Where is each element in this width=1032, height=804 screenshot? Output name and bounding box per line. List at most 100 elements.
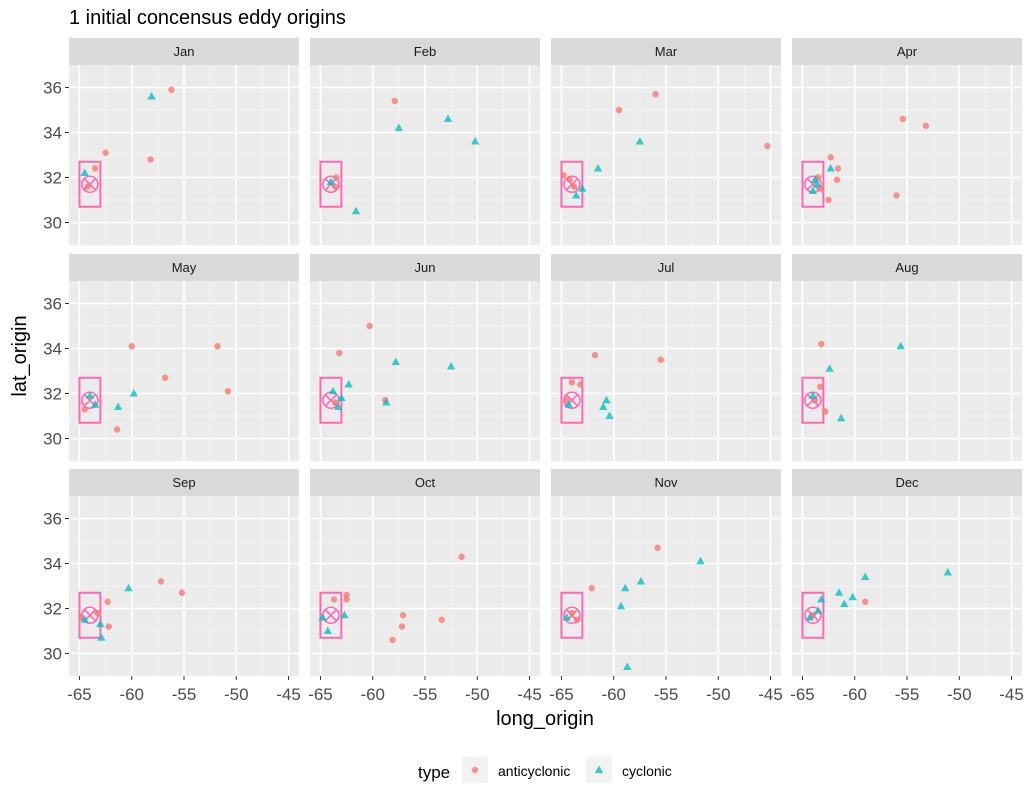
facet-panel-jun: Jun [310,254,540,461]
cyclonic-point [825,364,834,372]
cyclonic-point [840,599,849,607]
facet-panel-dec: Dec -65 -60 -55 -50 -45 [790,469,1024,704]
facet-strip [69,469,299,496]
anticyclonic-point [568,609,576,617]
anticyclonic-point [566,176,574,183]
facet-panel-jul: Jul [551,254,781,461]
cyclonic-point [834,588,844,596]
legend-label: cyclonic [622,763,672,779]
cyclonic-point [113,402,123,410]
anticyclonic-point [560,172,567,179]
y-tick-label: 30 [43,430,62,449]
anticyclonic-point [825,196,832,204]
x-tick-label: -60 [601,685,626,704]
y-tick-label: 32 [43,385,62,404]
x-axis-title: long_origin [496,708,594,730]
cyclonic-point [147,92,156,100]
cyclonic-point [605,411,614,419]
facet-strip-label: May [172,260,197,275]
facet-strip-label: Oct [415,475,436,490]
reference-center-circle [322,175,340,194]
cyclonic-point [696,556,705,565]
anticyclonic-point [331,399,339,406]
reference-center-circle [563,606,581,625]
anticyclonic-point [102,149,109,156]
x-tick-label: -45 [517,685,542,704]
cyclonic-point [848,592,857,601]
anticyclonic-point [399,612,407,619]
cyclonic-point [323,626,332,634]
anticyclonic-point [105,623,112,630]
facet-strip [69,254,299,281]
y-tick-label: 32 [43,600,62,619]
x-tick-label: -55 [413,685,438,704]
cyclonic-point [836,413,846,422]
cyclonic-point [85,391,95,399]
cyclonic-point [340,610,349,619]
anticyclonic-point [398,623,406,630]
x-tick-label: -65 [549,685,574,704]
facet-panel-sep: Sep -65 -60 -55 -50 -45 30 32 34 36 [43,469,301,704]
anticyclonic-point [817,383,824,390]
legend-entry-anticyclonic: anticyclonic [462,757,570,783]
anticyclonic-point [893,192,900,199]
cyclonic-point [817,595,826,603]
anticyclonic-point [654,544,661,551]
anticyclonic-point [91,165,99,172]
facet-strip-label: Feb [414,44,436,59]
reference-box [801,160,825,208]
facet-strip [551,38,781,65]
y-tick-label: 36 [43,295,62,314]
cyclonic-point [328,386,338,395]
anticyclonic-point [332,174,340,181]
y-tick-label: 34 [43,124,62,143]
facet-strip-label: Aug [895,260,918,275]
legend-title: type [418,763,450,782]
x-tick-label: -50 [706,685,731,704]
anticyclonic-point [615,106,623,114]
legend-key-circle [471,766,479,774]
reference-center-cross [324,393,338,407]
facet-strip [551,254,781,281]
anticyclonic-point [366,322,373,330]
anticyclonic-point [161,374,169,381]
facet-strip-label: Jul [658,260,675,275]
cyclonic-point [564,400,573,408]
anticyclonic-point [84,183,92,190]
anticyclonic-point [922,122,930,129]
y-tick-label: 36 [43,510,62,529]
y-tick-label: 34 [43,340,62,359]
cyclonic-point [571,191,581,199]
anticyclonic-point [113,426,121,433]
x-tick-label: -45 [758,685,783,704]
facet-panel-mar: Mar [551,38,781,245]
facet-panel-apr: Apr [792,38,1022,245]
anticyclonic-point [224,388,232,395]
reference-box [78,376,102,424]
cyclonic-point [470,137,480,145]
anticyclonic-point [438,616,445,623]
anticyclonic-point [168,86,175,93]
facet-strip [792,254,1022,281]
y-tick-label: 30 [43,645,62,664]
x-tick-label: -65 [67,685,92,704]
facet-strip [69,38,299,65]
anticyclonic-point [588,585,595,592]
cyclonic-point [602,395,611,404]
anticyclonic-point [822,408,829,415]
anticyclonic-point [570,183,578,190]
facet-panel-feb: Feb [310,38,540,245]
cyclonic-point [562,613,571,621]
cyclonic-point [599,402,608,410]
facet-strip-label: Jun [415,260,436,275]
x-tick-label: -50 [947,685,972,704]
cyclonic-point [80,168,89,176]
legend-key-triangle [594,765,604,773]
reference-box [319,591,343,639]
cyclonic-point [80,615,89,623]
facet-panel-nov: Nov -65 -60 -55 -50 -45 [549,469,783,704]
anticyclonic-point [833,176,841,183]
facet-strip-label: Apr [897,44,918,59]
anticyclonic-point [336,349,343,357]
